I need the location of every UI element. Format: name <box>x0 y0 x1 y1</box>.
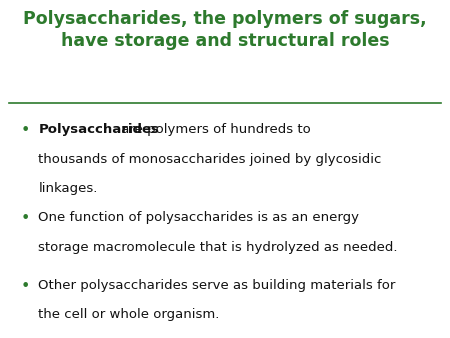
Text: One function of polysaccharides is as an energy: One function of polysaccharides is as an… <box>38 211 359 224</box>
Text: Polysaccharides, the polymers of sugars,
have storage and structural roles: Polysaccharides, the polymers of sugars,… <box>23 10 427 50</box>
Text: thousands of monosaccharides joined by glycosidic: thousands of monosaccharides joined by g… <box>38 153 382 166</box>
Text: Polysaccharides: Polysaccharides <box>38 123 159 136</box>
Text: are polymers of hundreds to: are polymers of hundreds to <box>117 123 311 136</box>
Text: linkages.: linkages. <box>38 182 98 195</box>
Text: •: • <box>20 123 30 138</box>
Text: storage macromolecule that is hydrolyzed as needed.: storage macromolecule that is hydrolyzed… <box>38 241 398 254</box>
Text: Other polysaccharides serve as building materials for: Other polysaccharides serve as building … <box>38 279 396 292</box>
Text: •: • <box>20 279 30 294</box>
Text: the cell or whole organism.: the cell or whole organism. <box>38 308 220 321</box>
Text: •: • <box>20 211 30 226</box>
